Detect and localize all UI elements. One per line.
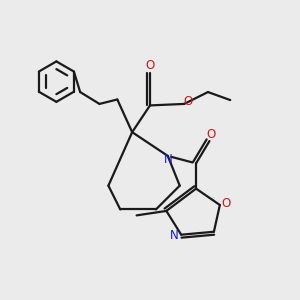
Text: N: N bbox=[170, 230, 179, 242]
Text: O: O bbox=[146, 59, 154, 72]
Text: N: N bbox=[164, 153, 173, 166]
Text: O: O bbox=[222, 197, 231, 210]
Text: O: O bbox=[206, 128, 216, 141]
Text: O: O bbox=[183, 95, 192, 108]
